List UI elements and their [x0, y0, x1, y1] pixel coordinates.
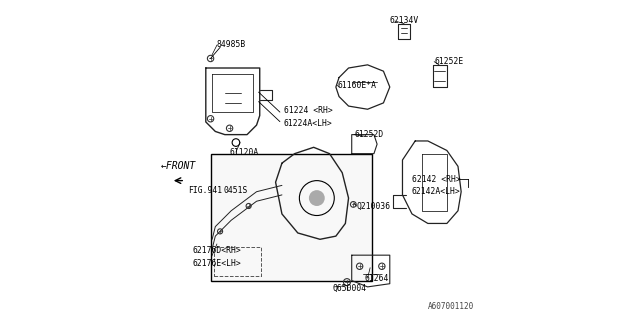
- Text: Q650004: Q650004: [333, 284, 367, 293]
- Circle shape: [309, 190, 324, 206]
- Text: 61264: 61264: [364, 275, 388, 284]
- Text: 62176E<LH>: 62176E<LH>: [193, 259, 241, 268]
- Text: 61252D: 61252D: [355, 130, 383, 139]
- Text: Q210036: Q210036: [356, 202, 390, 211]
- Text: 61252E: 61252E: [434, 57, 463, 66]
- Text: ←FRONT: ←FRONT: [161, 161, 196, 171]
- Text: 61160E*A: 61160E*A: [337, 81, 376, 90]
- Text: 84985B: 84985B: [217, 40, 246, 49]
- Text: 61120A: 61120A: [230, 148, 259, 156]
- Text: 61224 <RH>: 61224 <RH>: [284, 106, 332, 115]
- Text: 62134V: 62134V: [390, 16, 419, 25]
- Text: 61224A<LH>: 61224A<LH>: [284, 119, 332, 128]
- Text: A607001120: A607001120: [428, 302, 474, 311]
- Text: 62142 <RH>: 62142 <RH>: [412, 174, 461, 184]
- Text: 62176D<RH>: 62176D<RH>: [193, 246, 241, 255]
- Text: FIG.941: FIG.941: [188, 186, 222, 195]
- Bar: [214, 247, 261, 276]
- Text: 62142A<LH>: 62142A<LH>: [412, 187, 461, 196]
- Text: 0451S: 0451S: [223, 186, 248, 195]
- Bar: [211, 154, 372, 281]
